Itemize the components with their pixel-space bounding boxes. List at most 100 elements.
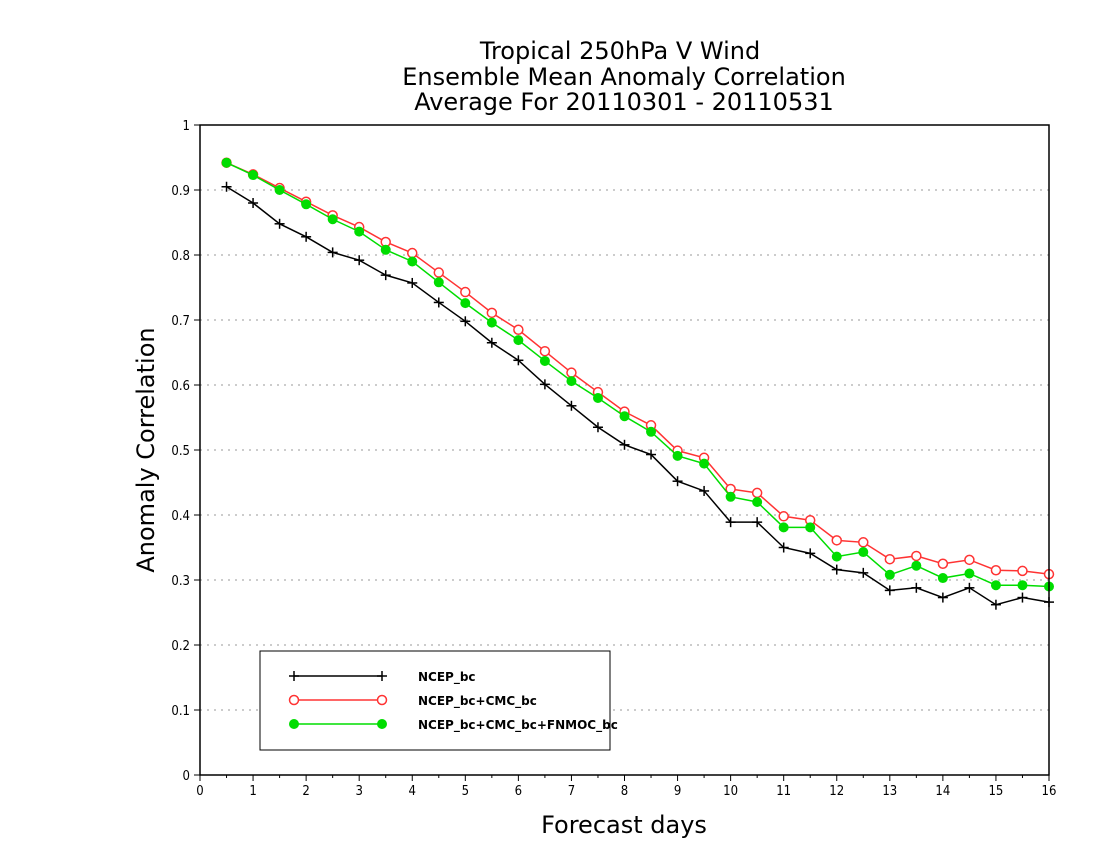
- data-point: [274, 185, 285, 195]
- data-point: [858, 567, 869, 578]
- data-point: [699, 458, 710, 469]
- data-point: [646, 426, 657, 437]
- x-tick-label: 11: [776, 784, 791, 799]
- data-point: [380, 244, 391, 255]
- legend-entry-1: NCEP_bc: [289, 670, 476, 685]
- data-point: [858, 537, 869, 548]
- data-point: [460, 316, 471, 327]
- data-point: [964, 582, 975, 593]
- legend-marker: [289, 671, 299, 681]
- data-point: [301, 199, 312, 210]
- x-tick-label: 13: [882, 784, 897, 799]
- chart-title: Tropical 250hPa V Wind Ensemble Mean Ano…: [402, 37, 846, 116]
- data-point: [884, 569, 895, 580]
- x-tick-label: 14: [935, 784, 950, 799]
- legend-marker: [289, 719, 299, 729]
- data-point: [752, 497, 763, 507]
- y-tick-label: 0.1: [171, 704, 190, 719]
- x-axis-ticks: 0 1 2 3 4 5 6 7 8 9 10 11 12 13 14 15 16: [196, 775, 1056, 799]
- data-point: [937, 573, 948, 584]
- legend-entry-3: NCEP_bc+CMC_bc+FNMOC_bc: [289, 718, 618, 733]
- data-point: [486, 337, 497, 348]
- data-point: [964, 568, 975, 579]
- legend-marker: [288, 694, 300, 706]
- series-1: [221, 181, 1054, 610]
- x-tick-label: 10: [723, 784, 738, 799]
- data-point: [460, 286, 471, 298]
- data-point: [990, 580, 1001, 591]
- series-3: [221, 157, 1054, 592]
- data-series: [221, 157, 1055, 610]
- x-tick-label: 2: [302, 784, 309, 799]
- x-tick-label: 8: [621, 784, 628, 799]
- data-point: [248, 198, 259, 208]
- data-point: [1017, 580, 1028, 591]
- legend-label: NCEP_bc+CMC_bc+FNMOC_bc: [418, 718, 618, 733]
- data-point: [937, 592, 948, 603]
- data-point: [433, 267, 445, 278]
- data-point: [752, 517, 763, 528]
- data-point: [433, 277, 444, 288]
- data-point: [990, 565, 1002, 576]
- data-point: [539, 355, 550, 366]
- data-point: [592, 422, 603, 433]
- plot-area-frame: [199, 124, 1050, 776]
- data-point: [354, 226, 365, 237]
- y-tick-label: 0.7: [171, 314, 190, 329]
- data-point: [566, 367, 577, 378]
- y-tick-label: 0.9: [171, 184, 190, 199]
- legend-label: NCEP_bc: [418, 670, 476, 685]
- x-tick-label: 7: [568, 784, 575, 799]
- series-line: [226, 162, 1050, 588]
- data-point: [831, 551, 842, 562]
- x-tick-label: 15: [988, 784, 1003, 799]
- data-point: [884, 553, 896, 565]
- x-tick-label: 16: [1042, 784, 1057, 799]
- data-point: [646, 449, 657, 460]
- data-point: [513, 355, 524, 366]
- data-point: [911, 560, 922, 571]
- data-point: [805, 548, 816, 559]
- data-point: [725, 491, 736, 502]
- data-point: [539, 379, 550, 390]
- data-point: [778, 511, 789, 522]
- data-point: [751, 487, 763, 499]
- data-point: [221, 181, 232, 192]
- data-point: [380, 270, 391, 281]
- data-point: [831, 535, 842, 546]
- data-point: [327, 247, 338, 258]
- legend-entry-2: NCEP_bc+CMC_bc: [288, 694, 537, 709]
- y-axis-ticks: 0 0.1 0.2 0.3 0.4 0.5 0.6 0.7 0.8 0.9 1: [171, 119, 200, 784]
- data-point: [566, 400, 577, 411]
- data-point: [221, 157, 232, 168]
- data-point: [911, 550, 922, 562]
- series-line: [226, 186, 1050, 606]
- x-tick-label: 1: [249, 784, 256, 799]
- legend-marker: [377, 671, 387, 681]
- data-point: [831, 564, 842, 575]
- data-point: [725, 517, 736, 528]
- x-tick-label: 5: [462, 784, 469, 799]
- series-line: [226, 162, 1050, 575]
- chart-title-line-3: Average For 20110301 - 20110531: [414, 88, 834, 116]
- x-tick-label: 9: [674, 784, 681, 799]
- data-point: [433, 297, 444, 308]
- y-tick-label: 0.6: [171, 379, 190, 394]
- data-point: [1017, 565, 1028, 577]
- y-tick-label: 0.4: [171, 509, 190, 524]
- x-axis-label: Forecast days: [541, 811, 707, 839]
- data-point: [778, 542, 789, 553]
- x-tick-label: 3: [355, 784, 362, 799]
- data-point: [274, 218, 285, 229]
- data-point: [990, 599, 1001, 610]
- data-point: [486, 307, 498, 319]
- y-tick-label: 0.5: [171, 444, 190, 459]
- y-tick-label: 0.3: [171, 574, 190, 589]
- data-point: [858, 547, 869, 558]
- data-point: [672, 476, 683, 487]
- data-point: [778, 522, 789, 533]
- data-point: [460, 298, 471, 309]
- y-tick-label: 0: [183, 769, 190, 784]
- data-point: [301, 231, 312, 242]
